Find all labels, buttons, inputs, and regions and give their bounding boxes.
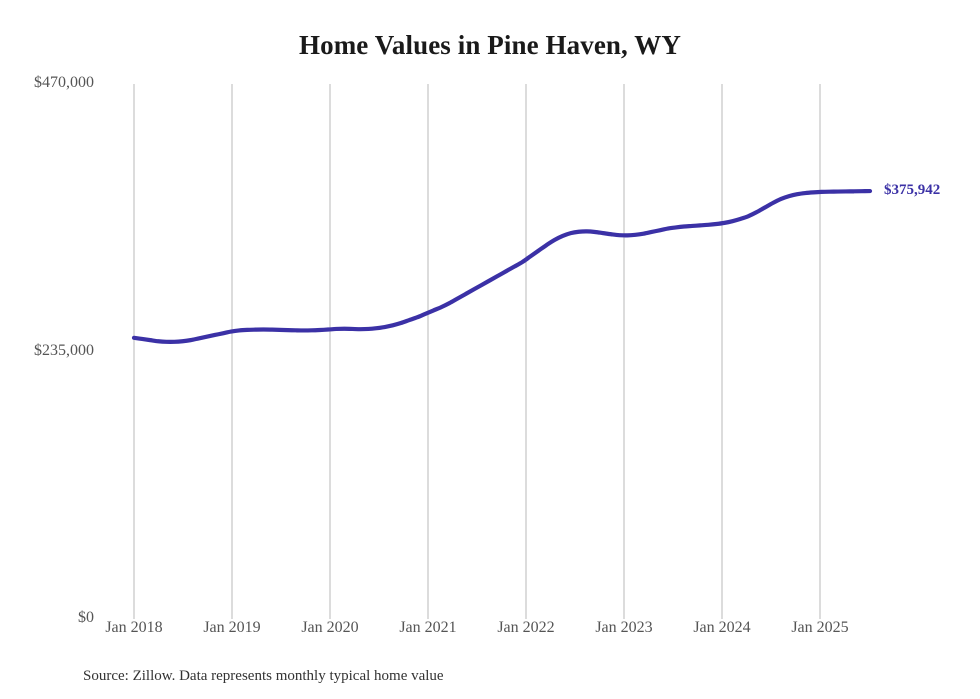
- y-axis-tick-470000: $470,000: [34, 74, 94, 91]
- vertical-gridlines: [133, 84, 821, 619]
- x-axis-tick-jan-2021: Jan 2021: [399, 619, 457, 636]
- source-note: Source: Zillow. Data represents monthly …: [83, 668, 444, 684]
- end-value-annotation: $375,942: [884, 182, 941, 199]
- x-axis-tick-jan-2025: Jan 2025: [791, 619, 849, 636]
- y-axis-tick-0: $0: [78, 609, 94, 626]
- x-axis-tick-jan-2018: Jan 2018: [105, 619, 163, 636]
- chart-title: Home Values in Pine Haven, WY: [299, 30, 681, 60]
- x-axis-tick-jan-2023: Jan 2023: [595, 619, 653, 636]
- x-axis-tick-jan-2024: Jan 2024: [693, 619, 751, 636]
- x-axis-tick-jan-2022: Jan 2022: [497, 619, 555, 636]
- x-axis-tick-jan-2020: Jan 2020: [301, 619, 359, 636]
- home-value-series-line: [131, 188, 873, 344]
- y-axis-tick-235000: $235,000: [34, 341, 94, 359]
- x-axis-tick-jan-2019: Jan 2019: [203, 619, 261, 636]
